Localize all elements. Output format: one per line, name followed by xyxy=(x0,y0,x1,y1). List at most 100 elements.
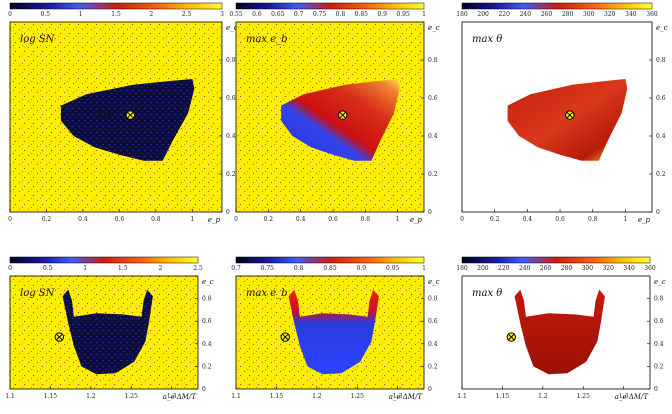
y-tick-label: 0.8 xyxy=(654,296,664,303)
x-tick-label: 0.6 xyxy=(328,216,338,223)
x-tick-label: 1.25 xyxy=(351,393,365,400)
y-tick-label: 0 xyxy=(202,386,206,393)
y-tick-label: 0 xyxy=(226,209,230,216)
y-tick-label: 0.4 xyxy=(428,133,438,140)
colorbar-tick-label: 3 xyxy=(220,11,224,18)
x-tick-label: 1.15 xyxy=(270,393,284,400)
panel-p6: 180 200 220 240 260 280 300 320 340 360 1.1 1.15 1.2… xyxy=(456,256,666,401)
y-tick-label: 0.4 xyxy=(656,133,666,140)
colorbar-tick-label: 340 xyxy=(623,265,635,272)
y-tick-label: 0.2 xyxy=(654,363,664,370)
x-tick-label: 0.8 xyxy=(151,216,161,223)
stability-region xyxy=(288,289,379,375)
marker-cross xyxy=(282,334,289,340)
y-tick-label: 0.6 xyxy=(202,318,212,325)
colorbar-tick-label: 0.5 xyxy=(41,11,51,18)
x-tick-label: 0.2 xyxy=(490,216,500,223)
colorbar-tick-label: 340 xyxy=(625,11,637,18)
colorbar-tick-label: 0.9 xyxy=(377,11,387,18)
y-tick-label: 0.4 xyxy=(654,341,664,348)
colorbar xyxy=(235,2,425,10)
colorbar-tick-label: 0.6 xyxy=(252,11,262,18)
colorbar-tick-label: 0.55 xyxy=(229,11,243,18)
colorbar-tick-label: 180 xyxy=(456,11,468,18)
stability-region xyxy=(60,79,195,161)
y-tick-label: 0.6 xyxy=(428,318,438,325)
marker-cross xyxy=(508,334,515,340)
x-tick-label: 1.3 xyxy=(619,393,629,400)
x-tick-label: 0 xyxy=(8,216,12,223)
panel-p5: 0.7 0.75 0.8 0.85 0.9 0.95 1 1.1 1.15 1.2 1.25 1.3a… xyxy=(231,256,440,401)
plot-frame xyxy=(9,21,223,213)
marker-cross xyxy=(339,112,346,119)
colorbar-tick-label: 1 xyxy=(422,265,426,272)
x-tick-label: 1.25 xyxy=(577,393,591,400)
y-tick-label: 0.2 xyxy=(226,171,236,178)
colorbar-tick-label: 300 xyxy=(582,265,594,272)
panel-p1: 0 0.5 1 1.5 2 2.5 3 0 0.2 0.4 0.6 0.8 1 e_p 0 0.2 0.4 0.6… xyxy=(8,2,238,224)
x-axis-label: a_e ΔM/T xyxy=(615,393,650,401)
y-axis-label: e_c xyxy=(656,24,668,32)
x-tick-label: 0.4 xyxy=(523,216,533,223)
colorbar-tick-label: 280 xyxy=(561,265,573,272)
panel-title: max θ xyxy=(472,288,502,299)
reference-marker xyxy=(506,332,517,342)
colorbar-tick-label: 0 xyxy=(8,265,12,272)
colorbar-tick-label: 2.5 xyxy=(182,11,192,18)
colorbar-tick-label: 0.5 xyxy=(43,265,53,272)
x-axis-label: e_p xyxy=(208,216,221,224)
colorbar-tick-label: 1 xyxy=(83,265,87,272)
panel-title: log SN xyxy=(20,288,56,299)
x-tick-label: 0.6 xyxy=(115,216,125,223)
stability-region xyxy=(507,79,628,161)
plot-frame xyxy=(461,275,651,390)
plot-frame xyxy=(461,21,653,213)
reference-marker xyxy=(280,332,291,342)
y-tick-label: 0.2 xyxy=(428,171,438,178)
y-axis-label: e_c xyxy=(654,278,666,286)
x-tick-label: 0 xyxy=(234,216,238,223)
x-tick-label: 0 xyxy=(460,216,464,223)
y-axis-label: e_c xyxy=(428,24,440,32)
panel-p3: 180 200 220 240 260 280 300 320 340 360 0 0.2 0.4 0.6… xyxy=(456,2,668,224)
colorbar-tick-label: 220 xyxy=(498,265,510,272)
colorbar-tick-label: 0.7 xyxy=(231,265,241,272)
y-tick-label: 0.6 xyxy=(654,318,664,325)
colorbar xyxy=(235,256,425,264)
colorbar-tick-label: 0.8 xyxy=(336,11,346,18)
y-tick-label: 0.4 xyxy=(428,341,438,348)
colorbar-tick-label: 1 xyxy=(422,11,426,18)
reference-marker xyxy=(54,332,65,342)
y-tick-label: 0.2 xyxy=(202,363,212,370)
x-tick-label: 1.2 xyxy=(538,393,548,400)
y-tick-label: 0.8 xyxy=(226,57,236,64)
panel-title: max θ xyxy=(472,34,502,45)
x-tick-label: 1.3 xyxy=(167,393,177,400)
y-tick-label: 0.8 xyxy=(202,296,212,303)
colorbar-tick-label: 260 xyxy=(540,265,552,272)
x-tick-label: 0.8 xyxy=(361,216,371,223)
panel-p4: 0 0.5 1 1.5 2 2.5 1.1 1.15 1.2 1.25 1.3a_e ΔM/T 0 0.… xyxy=(5,256,214,401)
colorbar-tick-label: 0.8 xyxy=(294,265,304,272)
x-tick-label: 1.1 xyxy=(231,393,241,400)
plot-frame xyxy=(235,21,425,213)
x-tick-label: 1.15 xyxy=(44,393,58,400)
y-tick-label: 0 xyxy=(428,209,432,216)
colorbar-tick-label: 320 xyxy=(602,265,614,272)
colorbar-tick-label: 2 xyxy=(149,11,153,18)
x-tick-label: 1 xyxy=(190,216,194,223)
colorbar-tick-label: 260 xyxy=(541,11,553,18)
colorbar-tick-label: 2 xyxy=(158,265,162,272)
colorbar-tick-label: 200 xyxy=(477,265,489,272)
plot-frame xyxy=(9,275,199,390)
x-tick-label: 0.8 xyxy=(588,216,598,223)
colorbar-tick-label: 220 xyxy=(498,11,510,18)
x-tick-label: 1.3 xyxy=(393,393,403,400)
reference-marker xyxy=(338,110,348,120)
y-axis-label: e_c xyxy=(202,278,214,286)
resonance-annotation: 1:1 xyxy=(96,111,112,121)
y-tick-label: 0.2 xyxy=(428,363,438,370)
y-tick-label: 0.6 xyxy=(226,95,236,102)
y-tick-label: 0.4 xyxy=(202,341,212,348)
